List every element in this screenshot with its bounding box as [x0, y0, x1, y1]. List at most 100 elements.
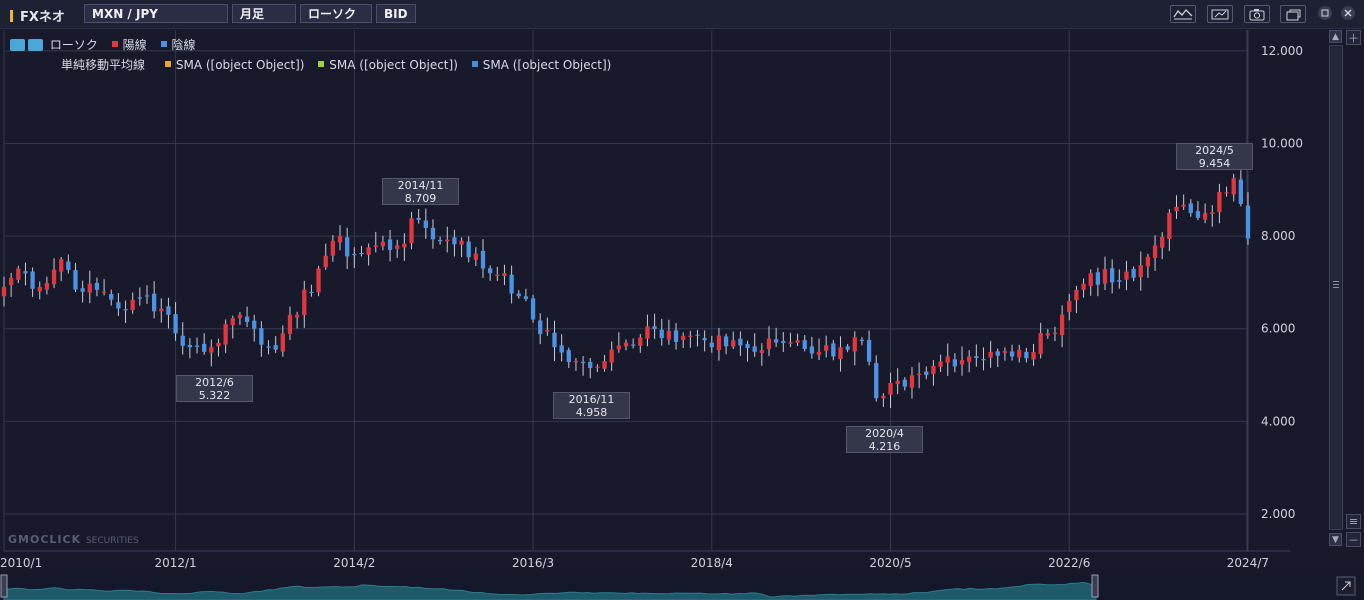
candle-down: [538, 320, 543, 335]
candle-down: [430, 227, 436, 240]
price-type-select[interactable]: BID: [376, 4, 416, 23]
candle-down: [437, 239, 443, 242]
maximize-icon: [1321, 9, 1329, 17]
callout-label: 2014/11: [397, 179, 444, 192]
legend-comment-icon[interactable]: [10, 39, 25, 51]
candle-down: [781, 340, 786, 343]
candle-down: [416, 217, 421, 220]
close-icon: [1344, 9, 1352, 17]
candle-up: [645, 326, 650, 339]
candle-down: [1095, 272, 1101, 285]
scroll-down-button[interactable]: ▼: [1329, 533, 1342, 546]
candle-down: [974, 356, 979, 358]
candle-up: [888, 383, 893, 395]
candle-down: [652, 326, 657, 329]
candle-up: [931, 365, 936, 375]
callout-value: 8.709: [404, 191, 437, 205]
candle-up: [623, 342, 629, 347]
scroll-track[interactable]: [1329, 45, 1343, 530]
candle-down: [559, 345, 564, 353]
navigator-right-handle[interactable]: [1091, 574, 1099, 598]
screenshot-button[interactable]: [1244, 5, 1270, 23]
candle-up: [223, 324, 228, 345]
vertical-scrollbar[interactable]: ▲ ▼: [1329, 30, 1343, 548]
candle-up: [731, 340, 736, 347]
candle-up: [87, 283, 92, 293]
candle-up: [1181, 204, 1186, 207]
candle-up: [366, 247, 371, 255]
candle-up: [688, 335, 693, 337]
candle-up: [1167, 212, 1172, 239]
candle-up: [788, 342, 793, 344]
candle-down: [709, 342, 714, 348]
draw-tool-button[interactable]: [1207, 5, 1233, 23]
candle-down: [180, 335, 185, 346]
candle-up: [759, 350, 764, 353]
maximize-button[interactable]: [1318, 6, 1332, 20]
plot-area: [4, 30, 1247, 551]
sma3-label[interactable]: SMA ([object Object]): [482, 58, 612, 72]
window-icon: [1286, 9, 1301, 20]
candle-up: [1160, 236, 1165, 248]
candle-up: [1088, 273, 1093, 287]
y-tick-label: 6.000: [1261, 322, 1295, 336]
candle-down: [1110, 268, 1115, 283]
scroll-grip-icon[interactable]: [1333, 284, 1339, 285]
scroll-up-button[interactable]: ▲: [1329, 30, 1342, 43]
navigator-area: [3, 581, 1097, 600]
candle-down: [466, 241, 471, 258]
candle-up: [895, 380, 900, 385]
candle-down: [866, 339, 872, 362]
candle-down: [745, 343, 750, 349]
candle-up: [816, 351, 822, 355]
candle-down: [995, 351, 1000, 356]
close-button[interactable]: [1341, 6, 1355, 20]
candle-down: [194, 345, 200, 347]
candle-up: [938, 361, 943, 367]
sma2-label[interactable]: SMA ([object Object]): [329, 58, 458, 72]
candle-down: [273, 345, 278, 350]
candle-up: [716, 335, 722, 351]
candle-up: [1002, 351, 1008, 353]
zoom-out-button[interactable]: －: [1346, 532, 1361, 547]
y-tick-label: 4.000: [1261, 414, 1295, 428]
candle-up: [1224, 192, 1229, 194]
candle-down: [266, 346, 271, 348]
candle-down: [173, 314, 178, 334]
navigator-left-handle[interactable]: [0, 574, 8, 598]
callout-2012-6: 2012/6 5.322: [176, 375, 253, 402]
range-navigator[interactable]: [0, 573, 1364, 600]
candle-down: [702, 337, 707, 341]
candle-down: [345, 237, 350, 257]
price-chart[interactable]: 12.000 10.000 8.000 6.000 4.000 2.000 2010/1 20…: [0, 28, 1364, 573]
candle-up: [101, 291, 107, 293]
indicator-button[interactable]: [1170, 5, 1196, 23]
sma1-label[interactable]: SMA ([object Object]): [175, 58, 305, 72]
callout-label: 2024/5: [1195, 144, 1234, 157]
candle-down: [123, 309, 128, 311]
zoom-in-button[interactable]: ＋: [1346, 30, 1361, 45]
candle-up: [1031, 351, 1036, 360]
callout-label: 2012/6: [195, 376, 234, 389]
legend-toggle-icon[interactable]: [28, 39, 43, 51]
currency-pair-select[interactable]: MXN / JPY: [84, 4, 228, 23]
candle-down: [423, 220, 428, 228]
zoom-reset-button[interactable]: ≡: [1346, 514, 1361, 529]
chart-legend: ローソク 陽線 陰線: [10, 36, 196, 53]
legend-up-label: 陽線: [122, 38, 147, 52]
candle-up: [838, 347, 843, 360]
candle-up: [459, 240, 464, 245]
candle-down: [631, 344, 636, 346]
toolbar: FXネオ MXN / JPY 月足 ローソク BID: [0, 0, 1364, 29]
candle-down: [387, 239, 393, 250]
candle-up: [916, 373, 922, 375]
candle-up: [1102, 269, 1108, 284]
chart-style-select[interactable]: ローソク: [300, 4, 372, 23]
period-select[interactable]: 月足: [232, 4, 296, 23]
candle-down: [1131, 268, 1136, 278]
expand-icon: [1341, 581, 1351, 591]
candle-up: [395, 245, 400, 249]
new-window-button[interactable]: [1280, 5, 1306, 23]
candle-up: [1052, 332, 1058, 335]
candle-up: [51, 269, 57, 285]
